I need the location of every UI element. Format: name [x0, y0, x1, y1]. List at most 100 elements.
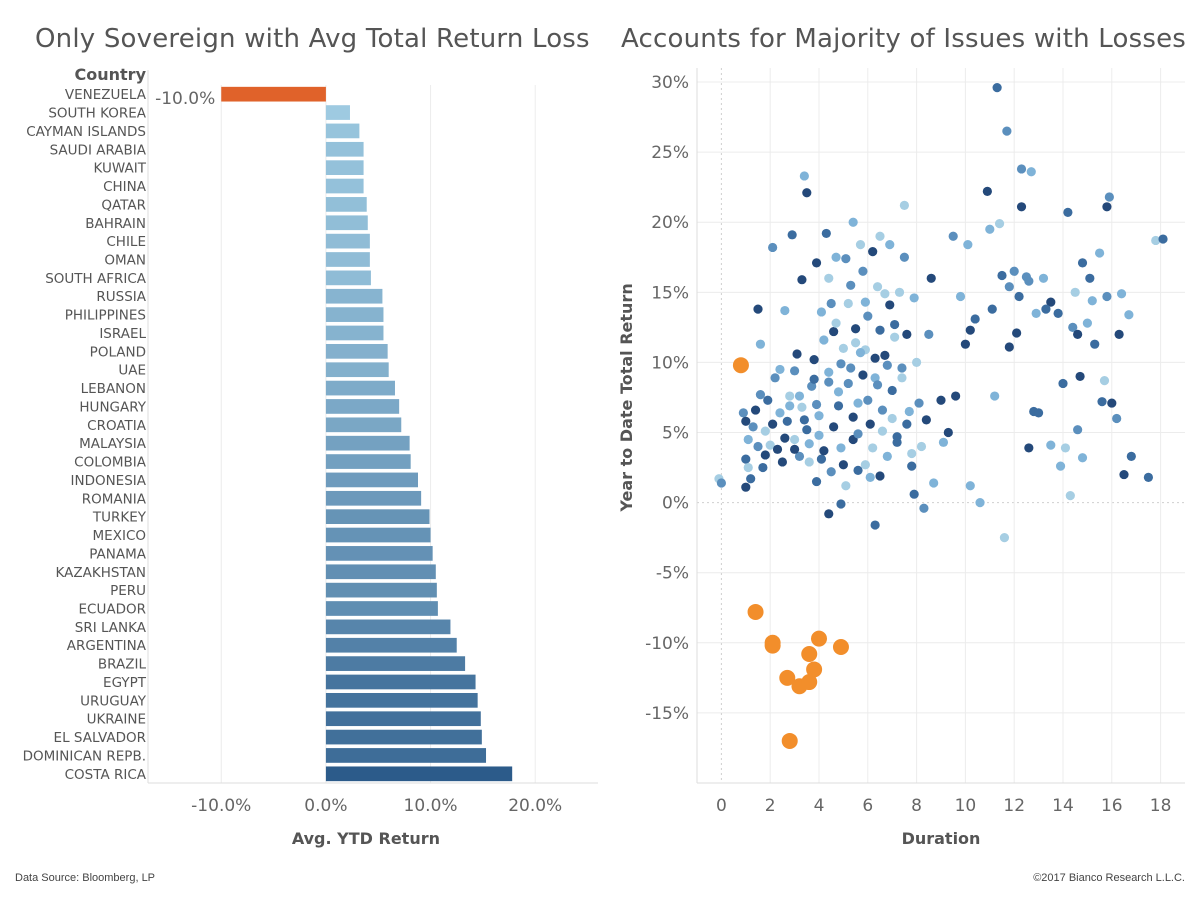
scatter-point	[1004, 282, 1014, 292]
scatter-point	[1143, 472, 1153, 482]
bar	[325, 215, 368, 231]
bar-x-tick-label: 10.0%	[404, 796, 458, 816]
bar	[325, 711, 481, 727]
scatter-point	[802, 188, 812, 198]
scatter-point	[916, 441, 927, 452]
scatter-point	[943, 427, 953, 438]
scatter-highlight-point	[732, 357, 749, 374]
scatter-point	[1126, 451, 1136, 461]
scatter-point	[999, 533, 1010, 543]
scatter-point	[951, 391, 961, 401]
scatter-point	[1104, 192, 1114, 202]
bar	[325, 435, 410, 451]
scatter-point	[794, 391, 805, 401]
scatter-point	[829, 326, 839, 337]
country-label: ECUADOR	[79, 602, 146, 618]
bar	[325, 582, 437, 598]
scatter-point	[877, 405, 888, 415]
country-label: TURKEY	[92, 510, 147, 526]
scatter-point	[792, 349, 802, 359]
scatter-point	[824, 367, 834, 377]
scatter-point	[821, 228, 831, 239]
scatter-point	[824, 377, 834, 387]
scatter-highlight-point	[781, 732, 798, 749]
scatter-point	[872, 380, 883, 390]
country-label: EGYPT	[103, 675, 147, 691]
scatter-point	[1085, 273, 1095, 283]
scatter-point	[1082, 318, 1092, 328]
scatter-point	[743, 462, 753, 473]
scatter-point	[826, 467, 836, 477]
bar	[325, 105, 350, 120]
scatter-point	[843, 378, 853, 389]
scatter-point	[1046, 440, 1056, 450]
country-label: POLAND	[90, 344, 146, 360]
scatter-point	[755, 339, 766, 349]
country-label: HUNGARY	[79, 399, 146, 415]
bar	[325, 692, 478, 708]
scatter-point	[833, 401, 844, 411]
scatter-point	[1077, 258, 1088, 268]
bar	[325, 674, 476, 690]
scatter-point	[1055, 461, 1066, 471]
bar	[325, 656, 466, 671]
bar	[325, 619, 451, 635]
bar	[325, 288, 383, 304]
scatter-point	[797, 275, 807, 285]
bar	[325, 252, 370, 267]
scatter-point	[938, 437, 949, 447]
country-label: LEBANON	[81, 381, 146, 397]
bar	[325, 197, 367, 212]
scatter-point	[870, 520, 880, 530]
scatter-y-tick-label: 20%	[651, 213, 689, 233]
scatter-point	[790, 434, 800, 445]
bar	[221, 86, 326, 102]
scatter-highlight-point	[811, 630, 827, 647]
scatter-point	[814, 411, 824, 421]
scatter-point	[890, 319, 900, 330]
scatter-point	[929, 478, 939, 488]
scatter-point	[975, 498, 985, 508]
scatter-point	[880, 350, 890, 361]
scatter-point	[785, 391, 795, 401]
scatter-point	[1026, 167, 1036, 177]
scatter-chart: 30% 25% 20% 15% 10% 5% 0% -5% -10% -15% 0 2 4 6 8 10 12 1…	[617, 68, 1185, 848]
scatter-y-tick-label: -5%	[656, 564, 689, 584]
scatter-point	[816, 454, 827, 464]
scatter-y-tick-label: 30%	[651, 73, 689, 93]
country-label: KAZAKHSTAN	[56, 565, 146, 581]
bar	[325, 601, 438, 616]
scatter-point	[831, 252, 841, 262]
scatter-point	[1024, 276, 1034, 286]
scatter-point	[899, 252, 910, 262]
scatter-point	[799, 415, 809, 425]
scatter-x-tick-label: 16	[1101, 796, 1123, 816]
scatter-point	[904, 406, 914, 417]
bar	[325, 729, 482, 745]
scatter-point	[894, 287, 905, 297]
scatter-point	[819, 446, 829, 456]
copyright-note: ©2017 Bianco Research L.L.C.	[1033, 872, 1185, 884]
scatter-point	[955, 291, 966, 302]
scatter-point	[851, 338, 861, 348]
scatter-point	[1073, 329, 1083, 339]
scatter-point	[865, 419, 875, 429]
scatter-point	[899, 200, 910, 210]
scatter-y-axis-title: Year to Date Total Return	[617, 283, 636, 512]
scatter-point	[811, 399, 822, 410]
scatter-point	[780, 305, 790, 316]
scatter-point	[831, 318, 841, 328]
scatter-point	[1031, 308, 1041, 318]
scatter-point	[1014, 291, 1024, 302]
scatter-point	[838, 343, 849, 353]
scatter-point	[846, 363, 856, 373]
scatter-point	[775, 364, 785, 375]
scatter-x-tick-label: 10	[955, 796, 977, 816]
scatter-point	[1038, 273, 1049, 283]
bar	[325, 399, 400, 414]
scatter-point	[1024, 443, 1034, 453]
scatter-point	[1002, 126, 1012, 136]
scatter-point	[982, 186, 992, 196]
country-label: BAHRAIN	[85, 216, 146, 232]
scatter-point	[780, 433, 790, 443]
